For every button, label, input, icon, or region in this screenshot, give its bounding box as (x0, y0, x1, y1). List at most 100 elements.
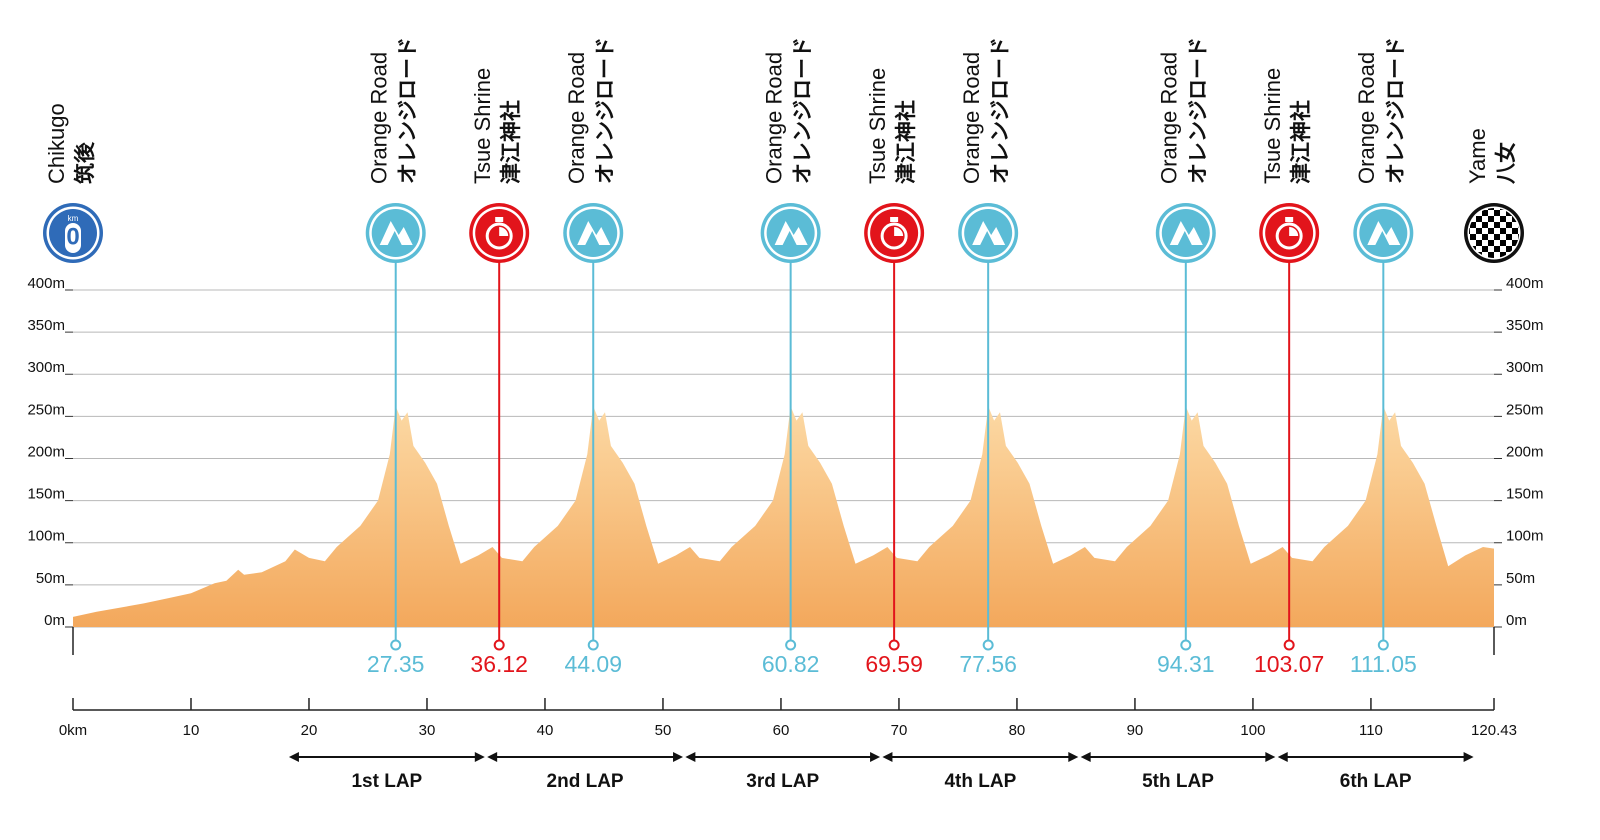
marker-km: 44.09 (564, 651, 622, 677)
icon-watch-hand (499, 227, 509, 236)
marker-name-ja: オレンジロード (1186, 37, 1210, 184)
marker-name-ja: 八女 (1494, 142, 1518, 184)
marker-name-ja: オレンジロード (988, 37, 1012, 184)
y-tick-label: 250m (27, 401, 65, 418)
icon-watch-top (1285, 217, 1294, 222)
arrow-head (1080, 752, 1091, 762)
marker-dot (1180, 639, 1192, 651)
marker-dot (493, 639, 505, 651)
arrow-head (288, 752, 299, 762)
marker-kom: 44.09 Orange Road オレンジロード (563, 37, 624, 677)
marker-kom: 27.35 Orange Road オレンジロード (365, 37, 426, 677)
y2-tick-label: 0m (1506, 612, 1527, 629)
y-tick-label: 150m (27, 486, 65, 503)
arrow-head (673, 752, 684, 762)
y-tick-label: 100m (27, 528, 65, 545)
icon-mountain-inner (585, 231, 600, 245)
marker-name-ja: オレンジロード (791, 37, 815, 184)
x-tick-label: 70 (891, 722, 908, 739)
x-tick-label: 100 (1240, 722, 1265, 739)
y2-tick-label: 200m (1506, 443, 1544, 460)
icon-watch-hand (1289, 227, 1299, 236)
marker-km: 94.31 (1157, 651, 1215, 677)
icon-mountain-inner (980, 231, 995, 245)
lap-label: 4th LAP (944, 771, 1016, 792)
marker-name: Yame (1465, 128, 1490, 184)
icon-watch (880, 222, 908, 250)
y2-tick-label: 150m (1506, 486, 1544, 503)
marker-km: 111.05 (1350, 651, 1417, 677)
icon-watch (1275, 222, 1303, 250)
marker-dot (982, 639, 994, 651)
arrow-head (870, 752, 881, 762)
arrow-head (1463, 752, 1474, 762)
elevation-area (73, 406, 1494, 627)
x-tick-label: 80 (1009, 722, 1026, 739)
marker-dot (390, 639, 402, 651)
marker-kom: 77.56 Orange Road オレンジロード (958, 37, 1019, 677)
marker-km: 27.35 (367, 651, 425, 677)
marker-name: Orange Road (1157, 52, 1182, 184)
y2-tick-label: 400m (1506, 275, 1544, 292)
marker-dot (1283, 639, 1295, 651)
icon-watch-top (890, 217, 899, 222)
lap-label: 2nd LAP (547, 771, 624, 792)
icon-mountain (972, 221, 1006, 245)
y-tick-label: 0m (44, 612, 65, 629)
marker-start: Chikugo 筑後 km0 (43, 103, 103, 263)
marker-kom: 111.05 Orange Road オレンジロード (1350, 37, 1417, 677)
icon-mountain (577, 221, 611, 245)
marker-finish: Yame 八女 (1464, 128, 1524, 263)
marker-name: Orange Road (564, 52, 589, 184)
arrow-head (685, 752, 696, 762)
marker-dot (888, 639, 900, 651)
arrow-head (487, 752, 498, 762)
marker-km: 36.12 (470, 651, 528, 677)
marker-name-ja: オレンジロード (1383, 37, 1407, 184)
x-tick-label: 50 (655, 722, 672, 739)
icon-mountain-inner (1177, 231, 1192, 245)
icon-checker (1469, 208, 1519, 258)
lap-label: 5th LAP (1142, 771, 1214, 792)
y-tick-label: 50m (36, 570, 65, 587)
icon-text: 0 (66, 223, 79, 250)
marker-km: 69.59 (865, 651, 923, 677)
icon-mountain-inner (1375, 231, 1390, 245)
icon-mountain-inner (387, 231, 402, 245)
marker-name-ja: 筑後 (73, 141, 97, 184)
icon-unit: km (68, 214, 79, 223)
y-tick-label: 400m (27, 275, 65, 292)
y-tick-label: 300m (27, 359, 65, 376)
icon-mountain (379, 221, 413, 245)
marker-name: Orange Road (959, 52, 984, 184)
x-tick-label: 60 (773, 722, 790, 739)
arrow-head (882, 752, 893, 762)
x-tick-label: 120.43 (1471, 722, 1517, 739)
marker-sprint: 103.07 Tsue Shrine 津江神社 (1254, 68, 1324, 677)
marker-name: Tsue Shrine (1260, 68, 1285, 184)
icon-watch (485, 222, 513, 250)
x-tick-label: 90 (1127, 722, 1144, 739)
marker-dot (587, 639, 599, 651)
y-tick-label: 200m (27, 443, 65, 460)
icon-mountain-inner (782, 231, 797, 245)
icon-watch-top (495, 217, 504, 222)
marker-name-ja: 津江神社 (894, 100, 918, 184)
icon-mountain (1367, 221, 1401, 245)
marker-name: Chikugo (44, 103, 69, 184)
arrow-head (474, 752, 485, 762)
marker-km: 60.82 (762, 651, 820, 677)
lap-label: 1st LAP (351, 771, 422, 792)
marker-km: 103.07 (1254, 651, 1324, 677)
y2-tick-label: 100m (1506, 528, 1544, 545)
icon-watch-hand (894, 227, 904, 236)
icon-mountain (774, 221, 808, 245)
marker-sprint: 69.59 Tsue Shrine 津江神社 (864, 68, 925, 677)
arrow-head (1277, 752, 1288, 762)
marker-name-ja: 津江神社 (499, 100, 523, 184)
y2-tick-label: 50m (1506, 570, 1535, 587)
marker-name-ja: オレンジロード (396, 37, 420, 184)
lap-label: 6th LAP (1340, 771, 1412, 792)
marker-name: Orange Road (761, 52, 786, 184)
y2-tick-label: 300m (1506, 359, 1544, 376)
